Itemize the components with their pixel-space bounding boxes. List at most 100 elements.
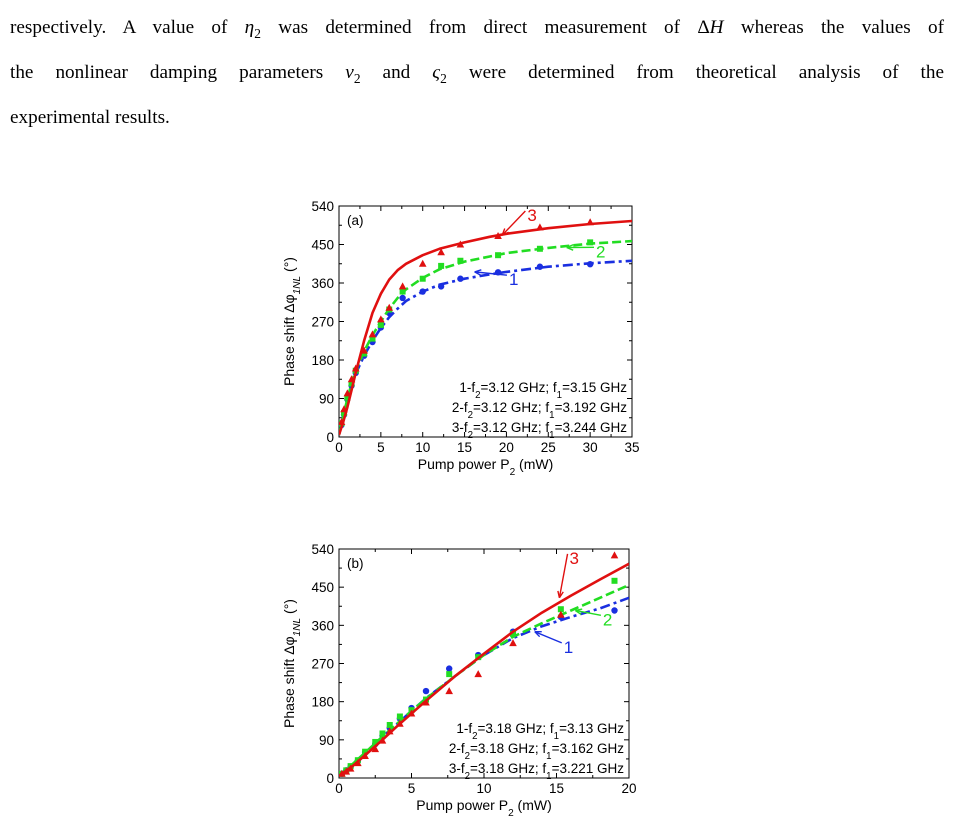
curve-arrowhead-3 [557, 590, 564, 599]
x-tick-label: 20 [621, 781, 636, 796]
paragraph-line-2: the nonlinear damping parameters ν2 and … [10, 61, 944, 86]
x-tick-label: 0 [335, 440, 343, 455]
y-tick-label: 0 [326, 430, 334, 445]
y-tick-label: 270 [311, 657, 334, 672]
series-2-point [341, 410, 348, 417]
series-3-point [385, 727, 394, 735]
series-2-point [587, 239, 594, 246]
series-3-point [377, 315, 385, 323]
series-3-point [360, 346, 368, 354]
series-3-point [445, 687, 453, 695]
series-1-point [611, 607, 618, 614]
series-2-point [457, 257, 464, 264]
series-3-point [340, 405, 348, 413]
curve-arrow-3 [558, 553, 569, 598]
series-3-point [368, 330, 377, 338]
y-tick-label: 540 [311, 199, 334, 214]
series-3-point [557, 610, 565, 618]
series-1-point [399, 294, 406, 302]
series-1-point [457, 275, 464, 282]
curve-arrow-1 [534, 631, 563, 644]
chart-panel-2: 0 5 10 15 20 0 90 180 270 360 450 540 Pump power P2 … [281, 542, 637, 819]
series-3-point [509, 639, 517, 647]
series-3-point [339, 769, 346, 777]
chart-panel-1: 0 5 10 15 20 25 30 35 0 90 180 270 360 450 540 Pump pow… [281, 199, 640, 478]
series-2-point [557, 606, 564, 613]
x-tick-label: 0 [335, 781, 343, 796]
series-2-point [396, 713, 403, 720]
x-tick-label: 35 [624, 440, 639, 455]
series-2-point [611, 577, 618, 584]
legend-entry-3: 3-f2=3.18 GHz; f1=3.221 GHz [449, 761, 624, 782]
series-3-point [371, 745, 380, 753]
series-3-point [342, 767, 351, 775]
curve-label-3: 3 [570, 549, 579, 568]
series-2-point [419, 275, 426, 282]
curve-label-2: 2 [596, 242, 605, 261]
series-1-point [536, 263, 544, 270]
series-3-point [396, 719, 404, 727]
curve-arrow-1 [474, 271, 508, 276]
series-2-point [495, 252, 502, 259]
x-tick-label: 15 [549, 781, 564, 796]
series-2-point [399, 288, 406, 295]
y-tick-label: 180 [311, 353, 334, 368]
legend-entry-1: 1-f2=3.12 GHz; f1=3.15 GHz [459, 380, 627, 401]
body-paragraph: respectively. A value of η2 was determin… [10, 8, 944, 137]
series-2-point [438, 262, 445, 269]
series-3-point [361, 751, 369, 759]
curve-arrowhead-2 [574, 608, 583, 615]
curve-arrow-3 [501, 210, 526, 236]
legend-entry-1: 1-f2=3.18 GHz; f1=3.13 GHz [456, 721, 624, 742]
series-3-point [351, 364, 360, 372]
series-2-point [536, 245, 543, 252]
series-2-point [362, 748, 369, 755]
x-tick-label: 20 [499, 440, 514, 455]
legend-entry-2: 2-f2=3.12 GHz; f1=3.192 GHz [452, 400, 627, 421]
curve-arrowhead-1 [534, 630, 542, 638]
series-3-line [339, 562, 629, 777]
x-tick-label: 30 [583, 440, 598, 455]
series-1-point [419, 288, 426, 295]
curve-arrowhead-1 [474, 269, 482, 276]
x-tick-label: 10 [415, 440, 430, 455]
curve-arrowhead-3 [501, 228, 509, 236]
series-3-point [407, 709, 416, 717]
series-3-point [456, 240, 465, 248]
x-tick-label: 5 [408, 781, 416, 796]
series-3-point [418, 259, 427, 267]
plot-area [339, 551, 629, 777]
curve-label-1: 1 [509, 270, 518, 289]
series-3-point [610, 551, 619, 559]
series-2-point [369, 335, 376, 342]
series-3-point [398, 282, 407, 290]
curve-label-1: 1 [564, 638, 573, 657]
legend-entry-3: 3-f2=3.12 GHz; f1=3.244 GHz [452, 420, 627, 441]
series-2-point [386, 721, 393, 728]
y-tick-label: 450 [311, 580, 334, 595]
y-tick-label: 270 [311, 315, 334, 330]
y-axis-label: Phase shift Δφ1NL (°) [281, 599, 303, 728]
series-3-point [378, 736, 387, 744]
series-2-point [446, 671, 453, 678]
y-tick-label: 540 [311, 542, 334, 557]
series-3-point [354, 759, 362, 767]
series-1-point [422, 687, 430, 695]
series-1-point [446, 665, 453, 672]
x-tick-label: 15 [457, 440, 472, 455]
y-axis-label: Phase shift Δφ1NL (°) [281, 257, 303, 386]
series-1-point [586, 260, 594, 268]
series-2-point [377, 321, 384, 328]
series-3-point [536, 223, 544, 231]
y-tick-label: 90 [319, 733, 334, 748]
series-1-point [437, 283, 445, 290]
series-3-point [422, 698, 430, 706]
series-3-point [339, 418, 346, 426]
legend-entry-2: 2-f2=3.18 GHz; f1=3.162 GHz [449, 741, 624, 762]
panel-label: (b) [347, 556, 364, 571]
series-3-point [385, 303, 394, 311]
series-3-point [347, 375, 356, 383]
series-3-point [343, 389, 352, 397]
x-tick-label: 25 [541, 440, 556, 455]
